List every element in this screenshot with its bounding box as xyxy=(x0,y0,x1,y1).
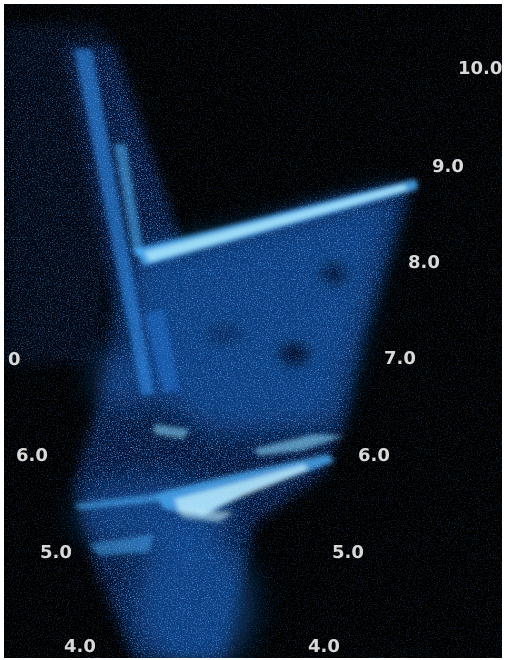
sonar-echo-image xyxy=(4,4,502,658)
sonar-image-frame: 0 6.0 5.0 4.0 10.0 9.0 8.0 7.0 6.0 5.0 4… xyxy=(4,4,502,658)
right-scale-label-5: 5.0 xyxy=(332,542,364,563)
left-scale-label-4: 4.0 xyxy=(64,636,96,657)
left-scale-label-6: 6.0 xyxy=(16,445,48,466)
right-scale-label-4: 4.0 xyxy=(308,636,340,657)
left-scale-label-5: 5.0 xyxy=(40,542,72,563)
right-scale-label-7: 7.0 xyxy=(384,348,416,369)
right-scale-label-6: 6.0 xyxy=(358,445,390,466)
right-scale-label-10: 10.0 xyxy=(458,58,502,79)
left-scale-label-0: 0 xyxy=(8,349,21,370)
right-scale-label-9: 9.0 xyxy=(432,156,464,177)
right-scale-label-8: 8.0 xyxy=(408,252,440,273)
